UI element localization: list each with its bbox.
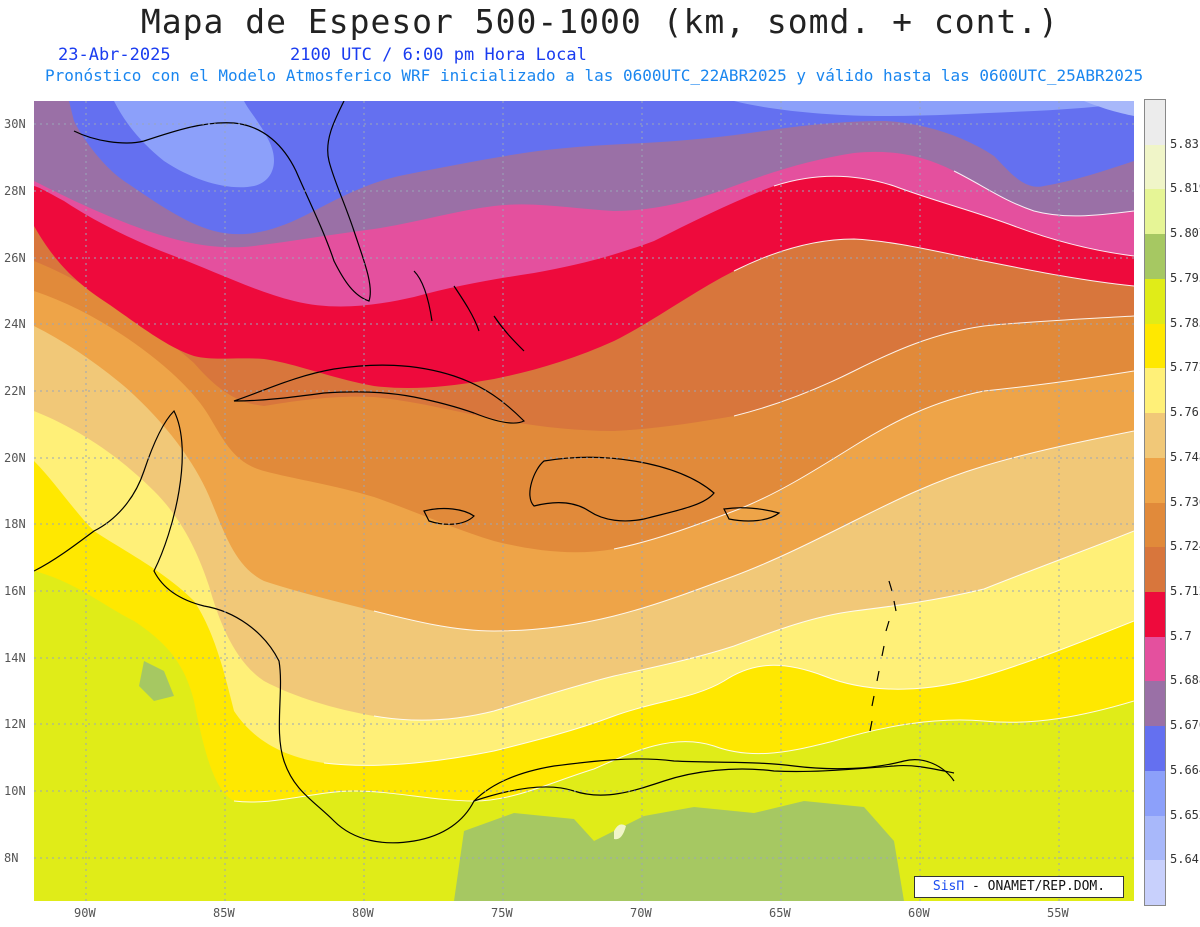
colorbar-segment — [1145, 368, 1165, 414]
lon-label-70w: 70W — [630, 906, 652, 920]
lon-label-90w: 90W — [74, 906, 96, 920]
forecast-date: 23-Abr-2025 — [58, 45, 171, 65]
lat-label-28n: 28N — [4, 184, 26, 198]
colorbar-segment — [1145, 636, 1165, 682]
colorbar-label: 5.652 — [1170, 807, 1200, 822]
colorbar-label: 5.772 — [1170, 360, 1200, 375]
colorbar-segment — [1145, 502, 1165, 548]
lon-label-75w: 75W — [491, 906, 513, 920]
lat-label-14n: 14N — [4, 651, 26, 665]
colorbar-label: 5.795 — [1170, 270, 1200, 285]
colorbar-segment — [1145, 234, 1165, 280]
lat-label-20n: 20N — [4, 451, 26, 465]
lat-label-24n: 24N — [4, 317, 26, 331]
lon-label-55w: 55W — [1047, 906, 1069, 920]
thickness-map — [34, 101, 1134, 901]
colorbar-segment — [1145, 323, 1165, 369]
band-5652 — [734, 101, 1134, 116]
colorbar-segment — [1145, 547, 1165, 593]
colorbar-label: 5.688 — [1170, 673, 1200, 688]
colorbar — [1144, 99, 1166, 906]
colorbar-label: 5.664 — [1170, 762, 1200, 777]
lon-label-65w: 65W — [769, 906, 791, 920]
colorbar-label: 5.712 — [1170, 583, 1200, 598]
lon-label-80w: 80W — [352, 906, 374, 920]
colorbar-label: 5.819 — [1170, 181, 1200, 196]
lat-label-16n: 16N — [4, 584, 26, 598]
colorbar-label: 5.831 — [1170, 136, 1200, 151]
colorbar-segment — [1145, 144, 1165, 190]
colorbar-label: 5.748 — [1170, 449, 1200, 464]
colorbar-segment — [1145, 591, 1165, 637]
lat-label-26n: 26N — [4, 251, 26, 265]
colorbar-segment — [1145, 770, 1165, 816]
lat-label-18n: 18N — [4, 517, 26, 531]
colorbar-label: 5.64 — [1170, 852, 1199, 867]
lat-label-8n: 8N — [4, 851, 19, 865]
colorbar-segment — [1145, 726, 1165, 772]
band-5640 — [1084, 101, 1134, 116]
lon-label-85w: 85W — [213, 906, 235, 920]
lat-label-22n: 22N — [4, 384, 26, 398]
credit-text: - ONAMET/REP.DOM. — [972, 879, 1106, 894]
colorbar-label: 5.807 — [1170, 226, 1200, 241]
sispi-logo: SisΠ — [932, 879, 965, 894]
colorbar-segment — [1145, 457, 1165, 503]
forecast-time: 2100 UTC / 6:00 pm Hora Local — [290, 45, 587, 65]
colorbar-segment — [1145, 413, 1165, 459]
colorbar-label: 5.736 — [1170, 494, 1200, 509]
lat-label-10n: 10N — [4, 784, 26, 798]
band-5795-patch — [139, 661, 174, 701]
colorbar-segment — [1145, 860, 1165, 906]
map-title: Mapa de Espesor 500-1000 (km, somd. + co… — [140, 2, 1060, 41]
colorbar-label: 5.783 — [1170, 315, 1200, 330]
colorbar-segment — [1145, 100, 1165, 145]
colorbar-segment — [1145, 815, 1165, 861]
colorbar-segment — [1145, 278, 1165, 324]
model-info: Pronóstico con el Modelo Atmosferico WRF… — [45, 66, 1144, 85]
lat-label-30n: 30N — [4, 117, 26, 131]
colorbar-label: 5.724 — [1170, 539, 1200, 554]
contour-lines — [233, 170, 1134, 803]
colorbar-segment — [1145, 681, 1165, 727]
lat-label-12n: 12N — [4, 717, 26, 731]
colorbar-segment — [1145, 189, 1165, 235]
colorbar-label: 5.7 — [1170, 628, 1192, 643]
thickness-map-svg — [34, 101, 1134, 901]
credit-box: SisΠ - ONAMET/REP.DOM. — [914, 876, 1124, 898]
coastlines — [34, 101, 955, 844]
colorbar-label: 5.76 — [1170, 405, 1199, 420]
lon-label-60w: 60W — [908, 906, 930, 920]
graticule — [34, 101, 1134, 901]
band-5819-patch — [614, 824, 626, 840]
band-5795 — [454, 801, 904, 901]
colorbar-label: 5.676 — [1170, 718, 1200, 733]
